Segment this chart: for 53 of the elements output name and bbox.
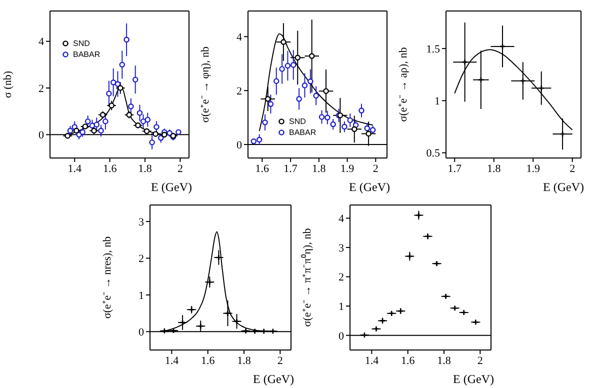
y-tick-label: 0 [236, 139, 242, 152]
legend-label: BABAR [289, 127, 316, 138]
y-tick-label: 2 [138, 253, 144, 266]
x-tick-label: 2 [277, 354, 283, 367]
y-tick-label: 0 [338, 330, 344, 342]
x-tick-label: 1.6 [200, 354, 216, 367]
y-tick-label: 3 [338, 242, 344, 254]
x-tick-label: 1.4 [164, 354, 180, 367]
x-tick-label: 1.7 [284, 162, 298, 175]
y-tick-label: 2 [236, 85, 242, 98]
y-axis-title: σ (nb) [2, 70, 14, 98]
y-tick-label: 2 [338, 272, 344, 284]
y-axis-title: σ(e⁺e⁻ → φη), nb [200, 46, 212, 122]
y-tick-label: 4 [38, 36, 44, 48]
x-axis-title: E (GeV) [349, 180, 390, 194]
x-tick-label: 2 [372, 162, 378, 175]
x-tick-label: 1.4 [364, 354, 380, 367]
legend-label: SND [73, 38, 90, 49]
x-tick-label: 1.7 [448, 162, 462, 175]
x-tick-label: 1.9 [340, 162, 355, 175]
y-tick-label: 4 [236, 32, 242, 44]
legend-label: SND [289, 116, 306, 127]
x-tick-label: 1.6 [400, 354, 416, 367]
x-axis-title: E (GeV) [253, 372, 294, 386]
y-axis-title: σ(e⁺e⁻ → aρ), nb [398, 46, 410, 122]
y-tick-label: 2 [38, 82, 44, 95]
y-tick-label: 0.5 [426, 148, 440, 160]
legend-label: BABAR [73, 49, 100, 60]
x-tick-label: 1.8 [437, 354, 452, 367]
y-axis-title: σ(e⁺e⁻ → nres), nb [102, 236, 114, 318]
y-tick-label: 1.5 [426, 43, 440, 56]
x-tick-label: 1.6 [102, 162, 118, 175]
x-tick-label: 1.9 [526, 162, 540, 175]
x-tick-label: 1.8 [237, 354, 252, 367]
x-tick-label: 1.8 [312, 162, 326, 175]
y-tick-label: 1 [434, 96, 440, 108]
x-axis-title: E (GeV) [543, 180, 584, 194]
x-tick-label: 1.6 [255, 162, 270, 175]
y-tick-label: 4 [338, 213, 344, 226]
x-axis-title: E (GeV) [151, 180, 192, 194]
x-tick-label: 2 [477, 354, 483, 367]
x-axis-title: E (GeV) [453, 372, 494, 386]
y-tick-label: 1 [338, 300, 344, 313]
x-tick-label: 1.8 [138, 162, 152, 175]
y-tick-label: 1 [138, 290, 144, 302]
x-tick-label: 1.4 [68, 162, 82, 175]
x-tick-label: 2 [177, 162, 183, 175]
x-tick-label: 1.8 [487, 162, 502, 175]
y-tick-label: 3 [138, 216, 144, 228]
y-tick-label: 0 [38, 130, 44, 142]
y-tick-label: 0 [138, 326, 144, 339]
y-axis-title: σ(e⁺e⁻ → π⁺π⁻π⁰η), nb [302, 228, 314, 326]
x-tick-label: 2 [570, 162, 576, 175]
